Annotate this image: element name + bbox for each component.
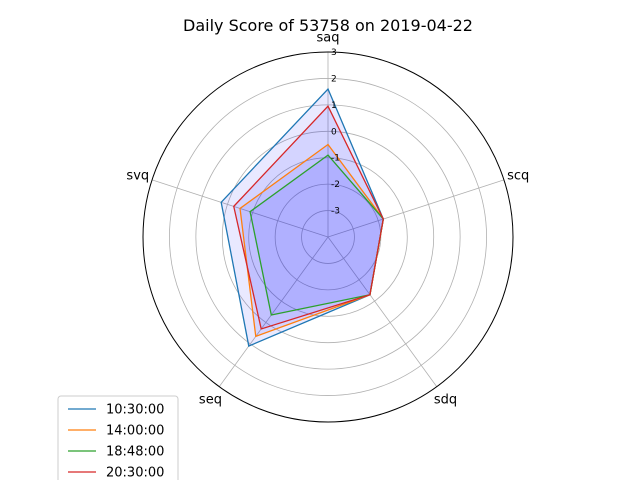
outer-frame — [142, 51, 514, 423]
series-line-2 — [249, 154, 384, 316]
radial-tick-label: 0 — [331, 127, 337, 137]
axis-label-saq: saq — [317, 31, 340, 46]
legend-box — [57, 395, 179, 480]
spoke-scq — [327, 179, 505, 238]
series-fill-0 — [221, 89, 384, 347]
series-line-0 — [220, 87, 384, 347]
legend-label-3: 20:30:00 — [106, 466, 164, 480]
axis-label-svq: svq — [126, 169, 149, 184]
series-line-1 — [239, 143, 384, 338]
legend: 10:30:00 14:00:00 18:48:00 20:30:00 — [57, 395, 179, 480]
radar-series — [220, 87, 384, 347]
chart-title: Daily Score of 53758 on 2019-04-22 — [183, 16, 473, 35]
radial-ticks: -3 -2 -1 0 1 2 3 — [331, 48, 340, 217]
axis-label-seq: seq — [199, 392, 222, 407]
radial-tick-label: 1 — [331, 101, 337, 111]
series-line-3 — [233, 105, 384, 330]
legend-label-1: 14:00:00 — [106, 424, 164, 439]
radar-fill — [221, 89, 384, 347]
spoke-seq — [218, 236, 329, 387]
radial-tick-label: 3 — [331, 48, 337, 58]
spoke-sdq — [327, 236, 438, 387]
axis-label-scq: scq — [507, 169, 529, 184]
series-fill-3 — [233, 106, 384, 329]
radial-tick-label: -2 — [331, 180, 340, 190]
series-fill-2 — [250, 155, 384, 316]
legend-label-0: 10:30:00 — [106, 403, 164, 418]
legend-label-2: 18:48:00 — [106, 445, 164, 460]
radial-tick-label: -3 — [331, 207, 340, 217]
axis-labels: saq scq sdq seq svq — [126, 31, 529, 408]
radial-tick-label: 2 — [331, 74, 337, 84]
axis-label-sdq: sdq — [434, 392, 457, 407]
radial-tick-label: -1 — [331, 154, 340, 164]
